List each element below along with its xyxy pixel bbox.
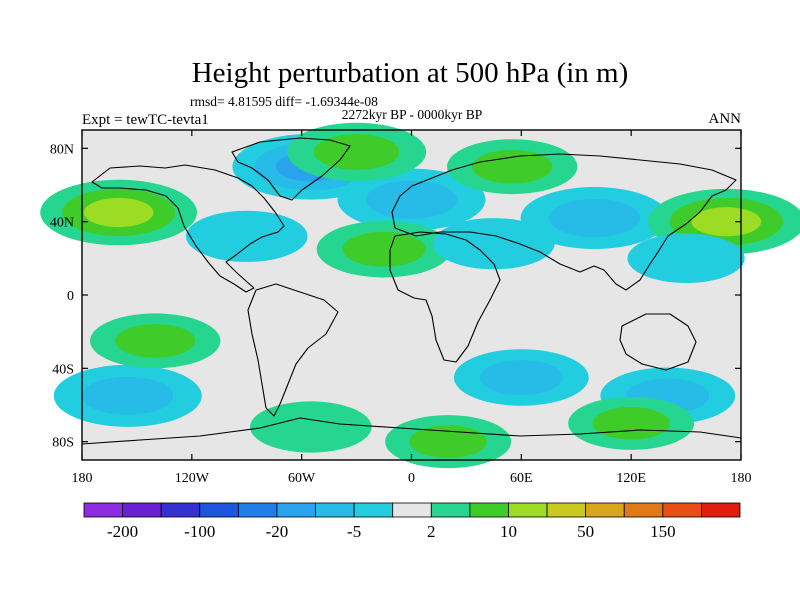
x-axis: 180 120W 60W 0 60E 120E 180 [72, 130, 752, 486]
colorbar-box [315, 502, 355, 518]
x-tick-label: 0 [408, 471, 415, 486]
anomaly-region [479, 360, 563, 395]
y-axis: 80N 40N 0 40S 80S [50, 142, 741, 451]
outline-greenland [231, 137, 351, 201]
y-tick-label: 40S [52, 362, 74, 377]
anomaly-region [115, 323, 196, 358]
colorbar-box [392, 502, 432, 518]
experiment-label: Expt = tewTC-tevta1 [82, 112, 209, 128]
colorbar-box [276, 502, 316, 518]
continent-outlines [81, 137, 742, 445]
colorbar-box [508, 502, 548, 518]
anomaly-region [83, 197, 154, 228]
chart-title: Height perturbation at 500 hPa (in m) [192, 57, 629, 89]
x-tick-label: 120E [616, 471, 646, 486]
anomaly-region [409, 425, 487, 458]
anomaly-region [472, 149, 553, 184]
anomaly-region [342, 231, 426, 267]
colorbar-box [199, 502, 239, 518]
x-tick-label: 180 [72, 471, 93, 486]
x-tick-label: 180 [731, 471, 752, 486]
colorbar-tick-label: -5 [347, 522, 361, 541]
y-tick-label: 40N [50, 216, 74, 231]
colorbar-tick-label: 10 [500, 522, 517, 541]
colorbar-tick-label: 150 [650, 522, 676, 541]
map-panel [40, 122, 800, 469]
y-tick-label: 80S [52, 436, 74, 451]
anomaly-region [313, 134, 400, 170]
colorbar-tick-label: -20 [266, 522, 289, 541]
anomaly-layer [40, 122, 800, 469]
y-tick-label: 80N [50, 142, 74, 157]
outline-south-america [247, 283, 339, 417]
colorbar-box [546, 502, 587, 518]
colorbar-box [160, 502, 201, 518]
anomaly-region [627, 233, 745, 284]
x-tick-label: 120W [175, 471, 210, 486]
colorbar-box [237, 502, 278, 518]
colorbar-tick-label: 50 [577, 522, 594, 541]
colorbar-box [122, 502, 162, 518]
x-tick-label: 60E [510, 471, 533, 486]
outline-eurasia [391, 153, 737, 291]
colorbar-box [623, 502, 664, 518]
colorbar: -200 -100 -20 -5 2 10 50 150 [83, 502, 741, 541]
period-label: 2272kyr BP - 0000kyr BP [342, 107, 483, 122]
stats-line: rmsd= 4.81595 diff= -1.69344e-08 [190, 94, 378, 109]
anomaly-region [250, 401, 372, 453]
anomaly-region [82, 376, 174, 415]
anomaly-region [433, 218, 555, 270]
outline-north-america [91, 164, 285, 293]
season-label: ANN [709, 111, 742, 127]
y-tick-label: 0 [67, 289, 74, 304]
colorbar-tick-label: 2 [427, 522, 436, 541]
colorbar-box [353, 502, 394, 518]
colorbar-box [83, 502, 123, 518]
outline-africa [389, 231, 501, 363]
anomaly-region [549, 198, 641, 238]
anomaly-region [365, 180, 458, 219]
anomaly-region [592, 407, 670, 440]
anomaly-region [691, 207, 762, 237]
x-tick-label: 60W [288, 471, 316, 486]
colorbar-box [469, 502, 509, 518]
colorbar-tick-label: -100 [184, 522, 215, 541]
colorbar-box [662, 502, 702, 518]
colorbar-box [701, 502, 741, 518]
colorbar-tick-label: -200 [107, 522, 138, 541]
anomaly-region [185, 210, 308, 262]
colorbar-box [430, 502, 471, 518]
outline-antarctica [81, 417, 742, 445]
outline-australia [619, 313, 697, 371]
colorbar-box [585, 502, 625, 518]
